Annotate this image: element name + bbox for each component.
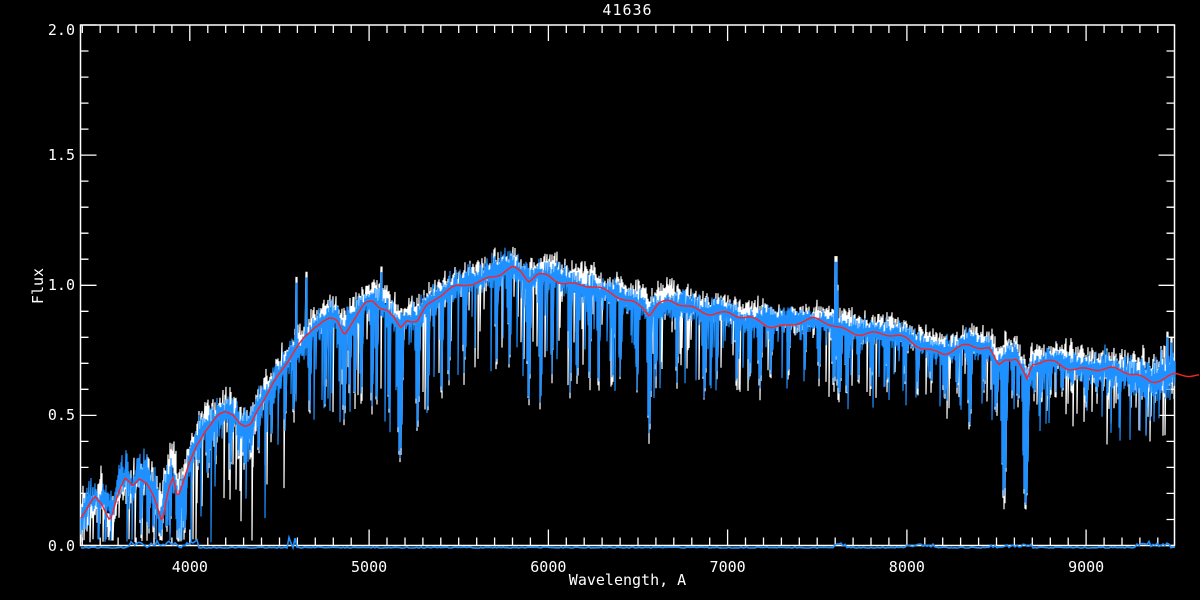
y-tick-label: 1.5 <box>47 146 75 165</box>
best-fit-model-line <box>80 265 1200 521</box>
observed-spectrum <box>80 247 1176 543</box>
y-tick-label: 0.0 <box>47 536 75 555</box>
x-tick-label: 7000 <box>709 558 746 576</box>
x-tick-label: 6000 <box>530 558 567 576</box>
x-tick-label: 9000 <box>1068 558 1105 576</box>
x-tick-label: 4000 <box>171 558 208 576</box>
y-tick-label: 2.0 <box>47 21 75 39</box>
y-tick-label: 1.0 <box>47 276 75 295</box>
error-spectrum-line <box>80 534 1176 551</box>
x-tick-label: 5000 <box>351 558 388 576</box>
x-axis-label: Wavelength, A <box>568 571 687 589</box>
y-tick-label: 0.5 <box>47 406 75 425</box>
plot-title: 41636 <box>602 1 653 19</box>
x-tick-label: 8000 <box>888 558 925 576</box>
